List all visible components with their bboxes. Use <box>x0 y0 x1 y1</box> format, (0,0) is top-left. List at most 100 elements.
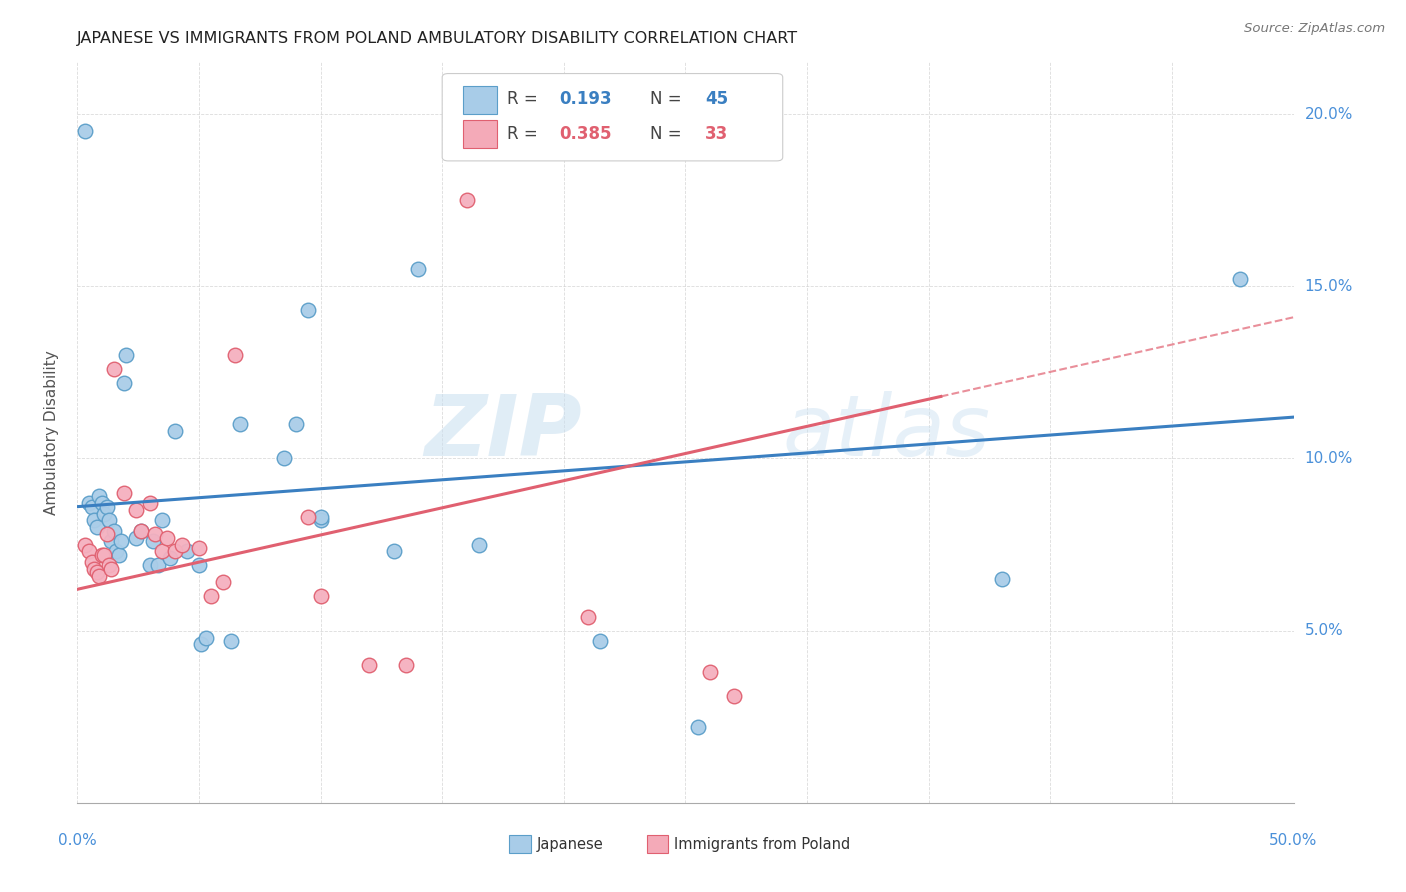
FancyBboxPatch shape <box>463 87 496 114</box>
Point <box>112 376 135 390</box>
Text: Source: ZipAtlas.com: Source: ZipAtlas.com <box>1244 22 1385 36</box>
Point <box>163 544 186 558</box>
Point <box>86 520 108 534</box>
Point <box>125 531 148 545</box>
Text: 0.193: 0.193 <box>560 90 612 109</box>
Point <box>110 534 132 549</box>
Point <box>224 348 246 362</box>
FancyBboxPatch shape <box>441 73 783 161</box>
Point <box>100 534 122 549</box>
Point <box>73 537 96 551</box>
Point <box>1229 272 1251 286</box>
Point <box>152 513 174 527</box>
Text: 20.0%: 20.0% <box>1305 106 1353 121</box>
Point <box>103 362 125 376</box>
Point <box>467 537 489 551</box>
Point <box>229 417 252 431</box>
Point <box>93 548 115 562</box>
Point <box>115 348 138 362</box>
Point <box>686 720 709 734</box>
Point <box>100 561 122 575</box>
Point <box>176 544 198 558</box>
Point <box>285 417 308 431</box>
Text: 33: 33 <box>704 125 728 143</box>
Point <box>699 665 721 679</box>
Point <box>456 193 478 207</box>
Text: atlas: atlas <box>783 391 991 475</box>
Point <box>297 510 319 524</box>
Text: N =: N = <box>650 125 688 143</box>
Point <box>103 524 125 538</box>
Text: N =: N = <box>650 90 688 109</box>
Point <box>90 548 112 562</box>
Point <box>200 589 222 603</box>
Text: JAPANESE VS IMMIGRANTS FROM POLAND AMBULATORY DISABILITY CORRELATION CHART: JAPANESE VS IMMIGRANTS FROM POLAND AMBUL… <box>77 31 799 46</box>
Point <box>212 575 235 590</box>
Point <box>93 507 115 521</box>
Point <box>73 124 96 138</box>
Point <box>170 537 193 551</box>
Point <box>990 572 1012 586</box>
Point <box>80 500 103 514</box>
Point <box>146 558 169 573</box>
Text: R =: R = <box>506 90 543 109</box>
Point <box>105 544 128 558</box>
Text: 45: 45 <box>704 90 728 109</box>
Point <box>143 527 166 541</box>
Text: 0.385: 0.385 <box>560 125 612 143</box>
Point <box>309 510 332 524</box>
Text: 50.0%: 50.0% <box>1270 833 1317 848</box>
Point <box>159 551 181 566</box>
Point <box>129 524 152 538</box>
Point <box>89 568 111 582</box>
Text: 0.0%: 0.0% <box>58 833 97 848</box>
Point <box>129 524 152 538</box>
Point <box>125 503 148 517</box>
Point <box>723 689 745 703</box>
Point <box>96 527 118 541</box>
Text: R =: R = <box>506 125 543 143</box>
Text: ZIP: ZIP <box>425 391 582 475</box>
FancyBboxPatch shape <box>509 836 531 853</box>
Point <box>406 262 429 277</box>
Point <box>112 486 135 500</box>
Point <box>152 544 174 558</box>
Text: 10.0%: 10.0% <box>1305 451 1353 466</box>
Point <box>90 496 112 510</box>
Point <box>395 658 418 673</box>
Y-axis label: Ambulatory Disability: Ambulatory Disability <box>44 351 59 515</box>
Text: 5.0%: 5.0% <box>1305 624 1343 638</box>
Point <box>359 658 381 673</box>
Point <box>309 513 332 527</box>
Point <box>97 513 120 527</box>
Point <box>190 637 212 651</box>
Point <box>139 496 162 510</box>
Point <box>86 565 108 579</box>
Point <box>79 544 101 558</box>
Text: Immigrants from Poland: Immigrants from Poland <box>675 837 851 852</box>
FancyBboxPatch shape <box>463 120 496 148</box>
Point <box>219 634 242 648</box>
Point <box>297 303 319 318</box>
Point <box>163 424 186 438</box>
Point <box>83 561 105 575</box>
Point <box>382 544 405 558</box>
Text: 15.0%: 15.0% <box>1305 279 1353 293</box>
FancyBboxPatch shape <box>647 836 668 853</box>
Point <box>188 558 211 573</box>
Point <box>309 589 332 603</box>
Point <box>188 541 211 555</box>
Point <box>96 500 118 514</box>
Point <box>195 631 218 645</box>
Point <box>576 610 599 624</box>
Text: Japanese: Japanese <box>537 837 603 852</box>
Point <box>139 558 162 573</box>
Point <box>97 558 120 573</box>
Point <box>156 531 179 545</box>
Point <box>273 451 295 466</box>
Point <box>142 534 165 549</box>
Point <box>79 496 101 510</box>
Point <box>107 548 129 562</box>
Point <box>80 555 103 569</box>
Point <box>89 489 111 503</box>
